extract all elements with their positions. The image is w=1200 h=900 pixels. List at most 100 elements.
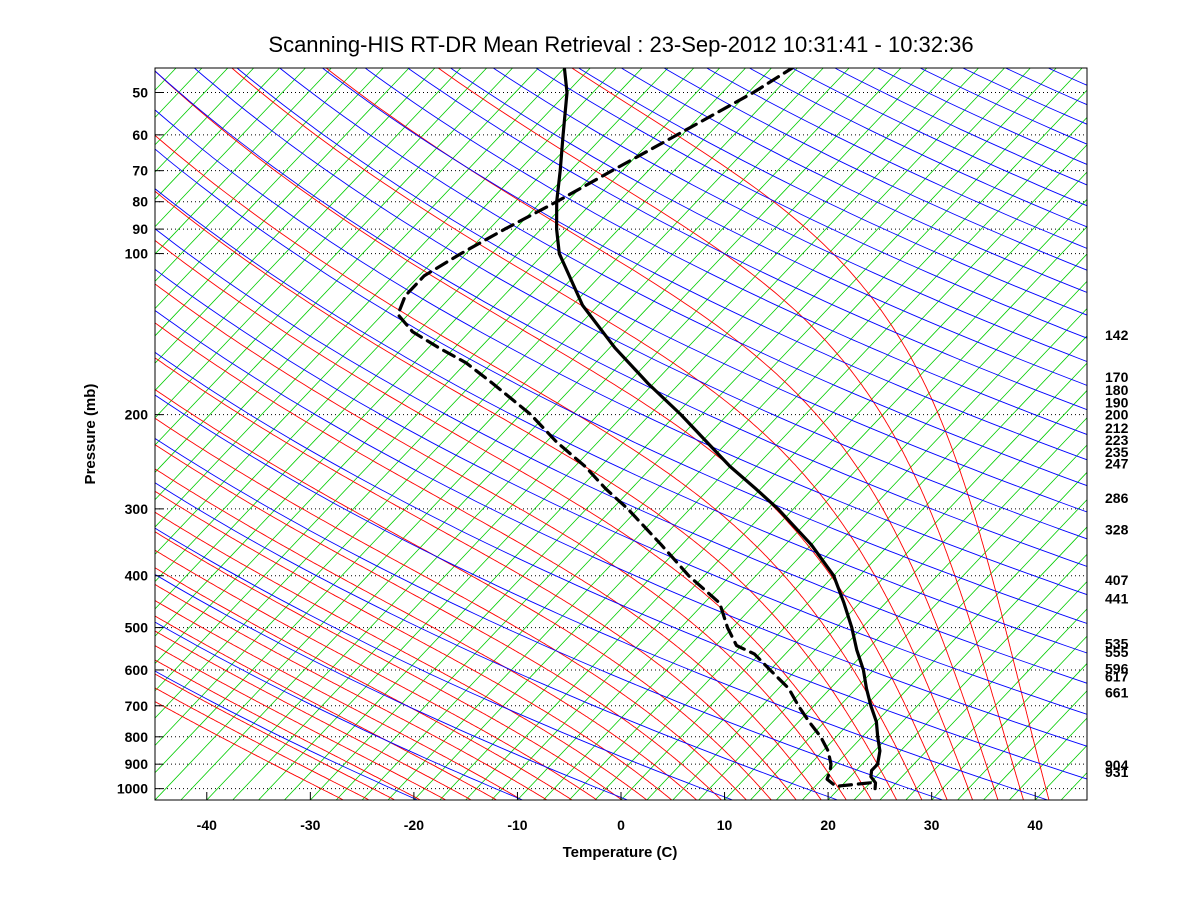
x-tick-label: -40 <box>197 817 217 833</box>
moist-adiabat-line <box>155 70 948 800</box>
isotherm-line <box>853 553 1087 800</box>
right-pressure-label: 328 <box>1105 522 1129 538</box>
moist-adiabat-line <box>155 615 497 800</box>
y-tick-label: 1000 <box>117 781 148 797</box>
x-tick-label: 40 <box>1027 817 1043 833</box>
dry-adiabat-line <box>663 68 1087 271</box>
y-tick-label: 900 <box>125 756 149 772</box>
isotherm-line <box>931 635 1087 800</box>
isotherm-line <box>284 68 979 800</box>
isotherm-line <box>155 68 487 419</box>
right-pressure-label: 247 <box>1105 456 1129 472</box>
isotherm-line <box>155 68 410 337</box>
moist-adiabat-line <box>155 490 672 800</box>
dry-adiabat-line <box>621 68 1087 293</box>
moist-adiabat-line <box>571 68 1050 800</box>
dry-adiabat-line <box>364 68 1087 435</box>
right-pressure-label: 931 <box>1105 764 1129 780</box>
y-tick-label: 50 <box>132 84 148 100</box>
dry-adiabat-line <box>155 437 943 800</box>
moist-adiabat-line <box>231 68 974 800</box>
y-tick-label: 500 <box>125 620 149 636</box>
isotherm-line <box>646 335 1087 800</box>
isotherm-line <box>155 68 384 310</box>
isotherm-line <box>387 68 1083 800</box>
y-tick-label: 600 <box>125 662 149 678</box>
right-pressure-label: 596 <box>1105 660 1129 676</box>
isotherm-line <box>620 308 1087 800</box>
isotherm-line <box>155 68 462 392</box>
isotherm-line <box>827 526 1087 800</box>
right-pressure-label: 180 <box>1105 382 1129 398</box>
moist-adiabat-line <box>155 673 396 800</box>
isotherm-line <box>155 68 798 746</box>
isotherm-line <box>155 68 539 473</box>
moist-adiabat-line <box>155 583 548 800</box>
dry-adiabat-line <box>450 68 1087 386</box>
isotherm-line <box>517 198 1087 800</box>
isotherm-line <box>155 68 306 228</box>
isotherm-line <box>155 68 591 528</box>
moist-adiabat-line <box>155 388 772 800</box>
isotherm-line <box>1086 799 1087 800</box>
moist-adiabat-line <box>155 659 421 800</box>
x-tick-label: 20 <box>820 817 836 833</box>
moist-adiabat-line <box>155 630 472 800</box>
moist-adiabat-line <box>155 468 697 800</box>
dry-adiabat-line <box>749 68 1087 228</box>
y-tick-label: 200 <box>125 407 149 423</box>
y-tick-label: 90 <box>132 221 148 237</box>
dry-adiabat-line <box>155 670 418 800</box>
y-tick-label: 400 <box>125 568 149 584</box>
dry-adiabat-line <box>493 68 1087 363</box>
moist-adiabat-line <box>155 567 573 800</box>
isotherm-line <box>155 68 617 555</box>
isotherm-line <box>155 68 720 665</box>
right-pressure-label: 200 <box>1105 407 1129 423</box>
y-tick-label: 80 <box>132 194 148 210</box>
dewpoint-profile-line <box>396 68 872 788</box>
x-tick-label: 10 <box>717 817 733 833</box>
x-axis-ticks: -40 -30 -20 -10 0 10 20 30 40 <box>197 792 1043 833</box>
dry-adiabat-line <box>155 482 838 800</box>
isotherm-line <box>543 226 1087 800</box>
dry-adiabat-line <box>155 109 1087 596</box>
right-pressure-label: 555 <box>1105 644 1129 660</box>
dry-adiabat-line <box>578 68 1087 316</box>
moist-adiabat-line <box>155 511 648 800</box>
isotherm-lines <box>0 68 1200 800</box>
isotherm-line <box>155 68 850 800</box>
moist-adiabat-line <box>155 134 923 800</box>
isotherm-line <box>310 68 1005 800</box>
x-tick-label: -30 <box>300 817 320 833</box>
dry-adiabat-line <box>155 268 1087 715</box>
moist-adiabat-line <box>155 531 623 800</box>
right-pressure-label: 407 <box>1105 572 1129 588</box>
isotherm-line <box>155 68 280 200</box>
isotherm-line <box>0 68 72 800</box>
chart-title: Scanning-HIS RT-DR Mean Retrieval : 23-S… <box>268 32 973 57</box>
isotherm-line <box>698 389 1087 800</box>
dry-adiabat-line <box>236 68 1087 513</box>
right-pressure-label: 904 <box>1105 757 1129 773</box>
isotherm-line <box>155 68 513 446</box>
right-pressure-label: 235 <box>1105 444 1129 460</box>
y-axis-label: Pressure (mb) <box>82 384 99 485</box>
isotherm-line <box>155 68 643 583</box>
dry-adiabat-line <box>706 68 1087 249</box>
right-pressure-label: 142 <box>1105 327 1129 343</box>
dry-adiabat-line <box>791 68 1087 207</box>
right-pressure-label: 212 <box>1105 420 1129 436</box>
moist-adiabat-line <box>155 444 722 800</box>
right-pressure-label: 223 <box>1105 432 1129 448</box>
moist-adiabat-line <box>155 417 747 800</box>
isotherm-line <box>1139 68 1200 800</box>
y-tick-label: 100 <box>125 246 149 262</box>
isotherm-line <box>0 68 150 800</box>
isotherm-line <box>180 68 876 800</box>
x-tick-label: -20 <box>404 817 424 833</box>
y-tick-label: 60 <box>132 127 148 143</box>
right-pressure-label: 286 <box>1105 490 1129 506</box>
